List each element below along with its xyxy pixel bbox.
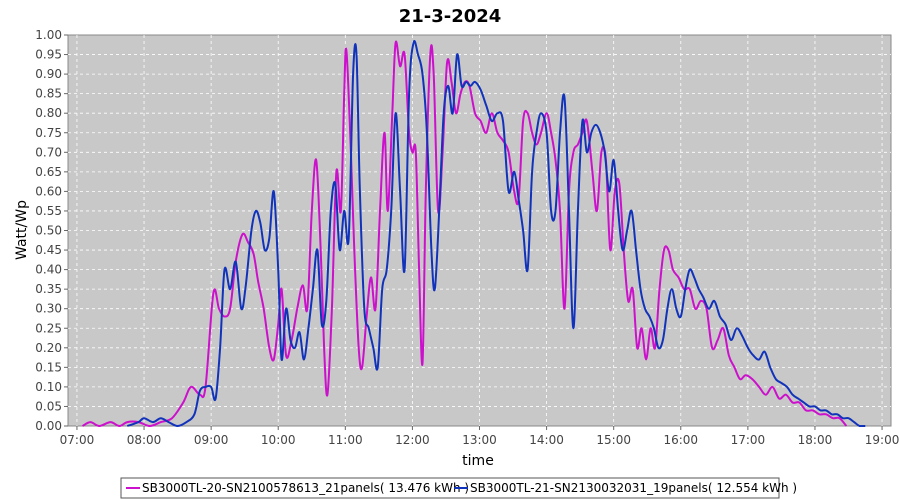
- x-tick-label: 16:00: [663, 433, 698, 447]
- x-tick-label: 10:00: [261, 433, 296, 447]
- gridlines: [68, 35, 891, 426]
- x-axis-ticks: 07:00 08:00 09:00 10:00 11:00 12:00 13:00 14:00…: [60, 426, 900, 447]
- y-tick-label: 0.20: [35, 341, 62, 355]
- y-tick-label: 0.05: [35, 399, 62, 413]
- x-tick-label: 13:00: [462, 433, 497, 447]
- y-tick-label: 0.15: [35, 360, 62, 374]
- x-tick-label: 15:00: [596, 433, 631, 447]
- x-tick-label: 19:00: [865, 433, 900, 447]
- y-tick-label: 0.50: [35, 224, 62, 238]
- x-tick-label: 18:00: [798, 433, 833, 447]
- series-line-2: [126, 40, 866, 427]
- y-tick-label: 0.80: [35, 106, 62, 120]
- y-tick-label: 0.35: [35, 282, 62, 296]
- x-tick-label: 09:00: [194, 433, 229, 447]
- series-line-1: [81, 40, 848, 427]
- x-tick-label: 17:00: [731, 433, 766, 447]
- x-tick-label: 11:00: [328, 433, 363, 447]
- y-tick-label: 0.40: [35, 263, 62, 277]
- legend-entry-1: SB3000TL-20-SN2100578613_21panels( 13.47…: [142, 481, 469, 495]
- y-tick-label: 0.60: [35, 184, 62, 198]
- y-tick-label: 0.65: [35, 165, 62, 179]
- x-tick-label: 12:00: [395, 433, 430, 447]
- y-axis-label: Watt/Wp: [14, 200, 30, 260]
- legend: SB3000TL-20-SN2100578613_21panels( 13.47…: [126, 481, 797, 495]
- y-tick-label: 0.45: [35, 243, 62, 257]
- y-tick-label: 0.75: [35, 126, 62, 140]
- y-tick-label: 1.00: [35, 28, 62, 42]
- y-tick-label: 0.10: [35, 380, 62, 394]
- y-tick-label: 0.30: [35, 302, 62, 316]
- y-tick-label: 0.70: [35, 145, 62, 159]
- x-tick-label: 07:00: [60, 433, 95, 447]
- x-tick-label: 08:00: [127, 433, 162, 447]
- y-tick-label: 0.25: [35, 321, 62, 335]
- legend-box: [120, 477, 780, 499]
- y-tick-label: 0.90: [35, 67, 62, 81]
- y-tick-label: 0.95: [35, 48, 62, 62]
- y-tick-label: 0.55: [35, 204, 62, 218]
- y-axis-ticks: 0.00 0.05 0.10 0.15 0.20 0.25 0.30 0.35 0.40 0.45…: [35, 28, 68, 433]
- x-tick-label: 14:00: [529, 433, 564, 447]
- x-axis-label: time: [462, 453, 494, 469]
- y-tick-label: 0.00: [35, 419, 62, 433]
- y-tick-label: 0.85: [35, 87, 62, 101]
- chart-title: 21-3-2024: [399, 6, 502, 27]
- legend-entry-2: SB3000TL-21-SN2130032031_19panels( 12.55…: [470, 481, 797, 495]
- series-lines: [81, 40, 866, 427]
